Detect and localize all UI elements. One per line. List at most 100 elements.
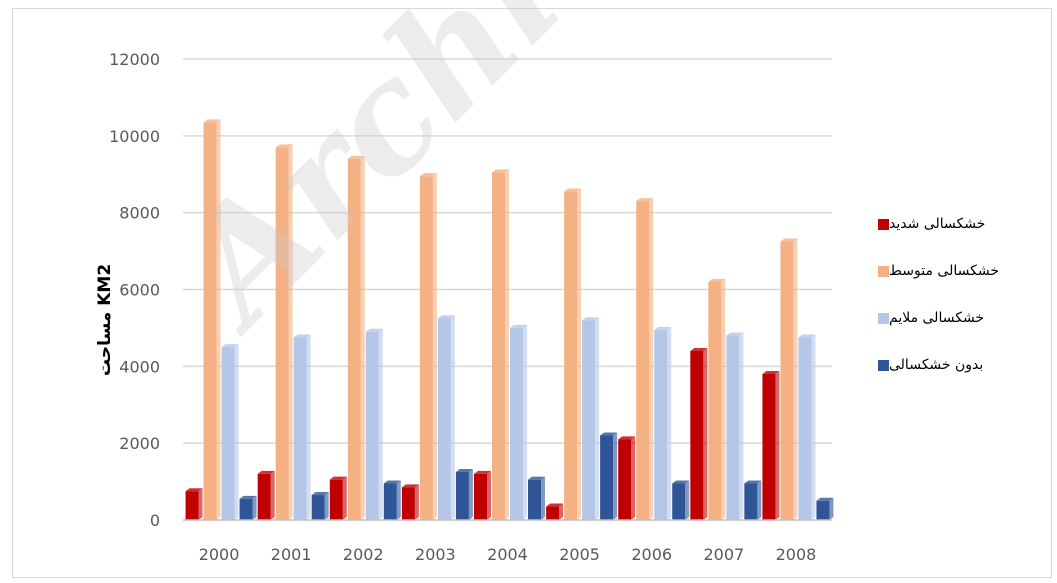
legend-label: خشکسالی متوسط xyxy=(889,263,999,279)
x-tick-label: 2004 xyxy=(487,545,528,564)
legend-label: خشکسالی ملایم xyxy=(889,310,985,326)
bar-side xyxy=(270,470,275,520)
bar-top xyxy=(564,188,582,192)
bar-side xyxy=(757,480,762,520)
y-tick-label: 2000 xyxy=(119,434,160,453)
bar-side xyxy=(559,503,564,520)
bar-top xyxy=(437,315,455,319)
legend-swatch xyxy=(878,218,889,230)
y-tick-label: 10000 xyxy=(109,127,160,146)
bar xyxy=(546,506,560,520)
bar-side xyxy=(505,169,509,520)
bar-top xyxy=(203,119,221,123)
bar-top xyxy=(762,371,780,375)
bar-top xyxy=(239,495,257,499)
y-tick-label: 12000 xyxy=(109,50,160,69)
bar-side xyxy=(739,332,744,520)
bar-top xyxy=(221,344,239,348)
bar xyxy=(600,435,614,520)
bar-top xyxy=(618,436,636,440)
bar xyxy=(798,337,812,520)
bar-side xyxy=(595,317,600,520)
bar-side xyxy=(396,480,401,520)
bar-side xyxy=(793,238,798,520)
bar-side xyxy=(685,480,690,520)
x-tick-label: 2005 xyxy=(559,545,600,564)
bar xyxy=(365,331,379,520)
bar-top xyxy=(474,470,491,474)
bar-side xyxy=(342,476,347,520)
y-tick-label: 8000 xyxy=(119,204,160,223)
bar xyxy=(564,191,578,520)
bar-side xyxy=(577,188,582,520)
bar-side xyxy=(829,497,834,520)
bar-side xyxy=(811,334,816,520)
x-tick-label: 2001 xyxy=(271,545,312,564)
bar-top xyxy=(510,324,527,328)
bar xyxy=(636,201,650,520)
bar xyxy=(582,320,596,520)
bar-top xyxy=(726,332,744,336)
bar-side xyxy=(432,173,437,520)
legend-item-moderate: خشکسالی متوسط xyxy=(872,261,1047,281)
bar xyxy=(329,479,343,520)
bar-top xyxy=(185,488,203,492)
bar-top xyxy=(419,173,437,177)
bar-top xyxy=(654,326,672,330)
bar-top xyxy=(293,334,311,338)
bar-side xyxy=(288,144,293,520)
bar xyxy=(257,473,271,520)
y-tick-label: 6000 xyxy=(119,281,160,300)
bar-top xyxy=(798,334,816,338)
axes: 0 2000 4000 6000 8000 10000 12000 2000 2001 2002 2… xyxy=(109,50,832,564)
bar-side xyxy=(378,328,383,520)
bar xyxy=(185,491,199,520)
bar-side xyxy=(198,488,203,520)
bar-side xyxy=(541,476,545,520)
bar-top xyxy=(365,328,383,332)
bar-side xyxy=(468,468,473,520)
y-tick-label: 0 xyxy=(150,511,160,530)
legend: خشکسالی شدید خشکسالی متوسط خشکسالی ملایم… xyxy=(872,214,1047,402)
bar-top xyxy=(744,480,762,484)
bar-side xyxy=(216,119,221,520)
bar xyxy=(654,329,668,520)
legend-item-severe: خشکسالی شدید xyxy=(872,214,1047,234)
bar-top xyxy=(329,476,347,480)
bar xyxy=(690,350,704,520)
bar-side xyxy=(721,278,726,520)
bar xyxy=(726,335,740,520)
bar xyxy=(203,122,217,520)
bar xyxy=(239,498,253,520)
bar-top xyxy=(311,492,329,496)
bar xyxy=(618,439,632,520)
x-tick-label: 2006 xyxy=(631,545,672,564)
bar xyxy=(401,487,415,520)
bar-side xyxy=(324,492,329,520)
bar-side xyxy=(703,347,708,520)
legend-label: بدون خشکسالی xyxy=(889,357,984,373)
bar xyxy=(744,483,758,520)
legend-item-mild: خشکسالی ملایم xyxy=(872,308,1047,328)
x-tick-label: 2007 xyxy=(703,545,744,564)
x-tick-label: 2008 xyxy=(776,545,817,564)
bar-side xyxy=(487,470,491,520)
bar-side xyxy=(360,155,365,520)
bar-side xyxy=(523,324,527,520)
legend-label: خشکسالی شدید xyxy=(889,216,986,232)
bar xyxy=(708,281,722,520)
bar-top xyxy=(383,480,401,484)
x-tick-label: 2000 xyxy=(199,545,240,564)
bar-top xyxy=(275,144,293,148)
bar-side xyxy=(234,344,239,520)
bar xyxy=(762,374,776,520)
bar-side xyxy=(252,495,257,520)
bar-side xyxy=(631,436,636,520)
bar-side xyxy=(414,484,419,520)
legend-swatch xyxy=(878,359,889,371)
bar-top xyxy=(546,503,564,507)
y-tick-label: 4000 xyxy=(119,357,160,376)
bar-top xyxy=(492,169,509,173)
bar xyxy=(347,158,361,520)
